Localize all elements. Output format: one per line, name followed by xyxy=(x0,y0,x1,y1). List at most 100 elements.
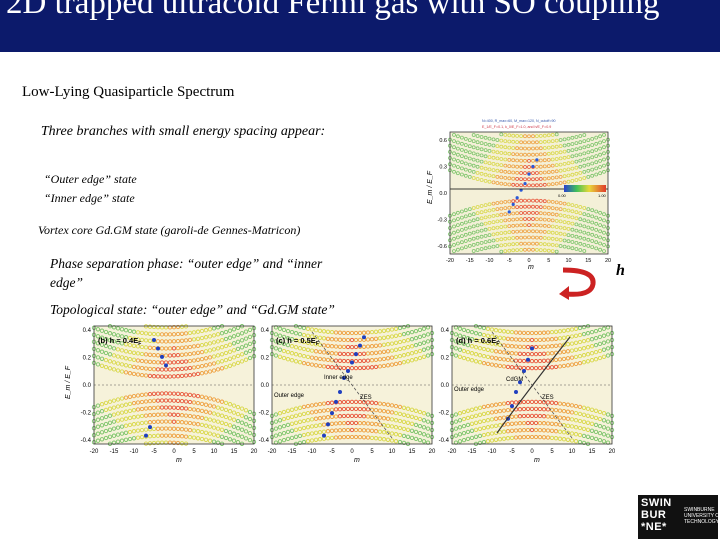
panel-b-point xyxy=(107,406,113,411)
top-spectrum-point xyxy=(594,209,599,214)
panel-c-point xyxy=(405,331,411,336)
top-spectrum-point xyxy=(456,140,460,145)
panel-d-point xyxy=(505,343,511,348)
top-spectrum-point xyxy=(479,171,484,176)
top-spectrum-point xyxy=(582,163,587,168)
top-spectrum-point xyxy=(602,145,606,150)
panel-b-point xyxy=(243,436,249,441)
top-spectrum-point xyxy=(546,139,551,144)
top-spectrum-point xyxy=(495,162,500,167)
panel-d-point xyxy=(477,426,483,432)
top-spectrum-point xyxy=(598,165,603,169)
panel-b-point xyxy=(115,347,121,352)
top-spectrum-point xyxy=(598,235,603,240)
panel-b-point xyxy=(99,363,105,368)
panel-b-point xyxy=(123,370,129,375)
top-spectrum-point xyxy=(499,138,504,143)
top-spectrum-point xyxy=(586,138,591,143)
top-spectrum-point xyxy=(499,237,504,242)
panel-b-xtick-label: -15 xyxy=(110,449,119,455)
panel-b-point xyxy=(195,371,201,377)
top-spectrum-point xyxy=(562,207,567,212)
panel-d-point xyxy=(477,419,483,424)
top-spectrum-point xyxy=(554,169,559,174)
top-spectrum-point xyxy=(554,212,559,217)
top-spectrum-point xyxy=(574,240,579,245)
panel-c-in-gap-state xyxy=(362,335,366,340)
panel-b-point xyxy=(243,350,249,355)
top-spectrum-point xyxy=(562,155,567,160)
top-spectrum-point xyxy=(471,157,476,162)
top-spectrum-point xyxy=(538,183,543,187)
top-spectrum-point xyxy=(523,146,527,151)
top-spectrum-point xyxy=(460,228,464,232)
panel-b-point xyxy=(115,368,121,373)
panel-d-point xyxy=(485,432,491,437)
panel-b-point xyxy=(163,391,169,396)
panel-c-point xyxy=(357,399,363,405)
panel-c-point xyxy=(293,345,299,350)
panel-d-point xyxy=(537,399,543,405)
panel-b-point xyxy=(111,405,117,410)
panel-d-point xyxy=(489,410,495,415)
panel-b-point xyxy=(223,336,229,342)
top-spectrum-point xyxy=(558,156,563,161)
top-spectrum-point xyxy=(590,245,595,250)
top-spectrum-point xyxy=(491,220,496,224)
top-spectrum-point xyxy=(491,207,496,212)
top-spectrum-point xyxy=(487,167,492,172)
panel-c-xlabel: m xyxy=(354,457,360,464)
top-spectrum-point xyxy=(562,143,567,148)
panel-b-point xyxy=(195,400,201,406)
panel-c-in-gap-state xyxy=(350,360,354,365)
top-spectrum-point xyxy=(578,248,583,252)
panel-c-in-gap-state xyxy=(354,352,358,357)
panel-c-point xyxy=(329,414,335,419)
panel-b-point xyxy=(131,364,137,370)
top-in-gap-state xyxy=(535,158,539,162)
panel-b-xtick-label: -5 xyxy=(151,449,157,455)
top-spectrum-point xyxy=(578,217,583,222)
panel-d-point xyxy=(481,425,487,431)
panel-d-point xyxy=(513,358,519,363)
panel-d-point xyxy=(601,418,607,423)
panel-d-point xyxy=(573,432,579,437)
top-spectrum-point xyxy=(483,160,488,165)
panel-c-point xyxy=(317,430,323,435)
panel-b-point xyxy=(107,366,113,371)
top-spectrum-point xyxy=(467,138,472,143)
panel-c-point xyxy=(393,425,399,430)
top-spectrum-point xyxy=(562,238,567,243)
panel-c-point xyxy=(373,400,379,406)
panel-c-point xyxy=(373,422,379,427)
top-spectrum-point xyxy=(499,144,504,149)
top-spectrum-point xyxy=(507,236,512,241)
panel-b-point xyxy=(175,426,181,432)
panel-c-point xyxy=(421,425,427,430)
panel-b-point xyxy=(187,365,193,371)
panel-c-point xyxy=(409,435,415,441)
panel-c-point xyxy=(397,339,403,345)
panel-c-point xyxy=(337,428,343,433)
panel-b-point xyxy=(99,342,105,347)
top-spectrum-point xyxy=(475,171,480,175)
top-spectrum-point xyxy=(511,158,516,163)
top-spectrum-point xyxy=(570,246,575,251)
top-spectrum-point xyxy=(523,229,527,234)
top-spectrum-point xyxy=(550,218,555,223)
top-spectrum-point xyxy=(531,171,535,175)
panel-d-point xyxy=(485,354,491,360)
panel-c-point xyxy=(389,417,395,422)
top-spectrum-point xyxy=(495,219,500,224)
top-spectrum-point xyxy=(562,232,567,237)
top-spectrum-point xyxy=(531,241,535,246)
panel-b-point xyxy=(215,412,221,417)
top-spectrum-point xyxy=(574,153,579,158)
panel-d-point xyxy=(589,329,595,335)
top-spectrum-point xyxy=(531,211,535,215)
panel-b-point xyxy=(247,348,253,354)
top-spectrum-point xyxy=(487,220,492,225)
panel-b-point xyxy=(127,429,133,435)
panel-b-point xyxy=(219,359,225,364)
panel-c-point xyxy=(285,349,291,355)
